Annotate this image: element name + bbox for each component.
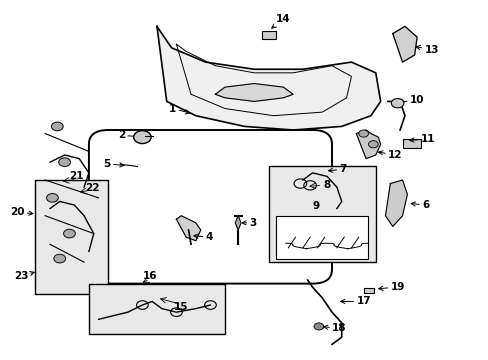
Text: 17: 17: [340, 296, 370, 306]
Circle shape: [63, 229, 75, 238]
Text: 6: 6: [410, 200, 428, 210]
Polygon shape: [215, 84, 292, 102]
Text: 4: 4: [194, 232, 213, 242]
Bar: [363, 288, 373, 293]
Text: 22: 22: [85, 183, 100, 193]
Bar: [89, 284, 224, 334]
Circle shape: [54, 254, 65, 263]
Text: 21: 21: [69, 171, 84, 181]
Circle shape: [390, 99, 403, 108]
Polygon shape: [235, 216, 241, 230]
Polygon shape: [176, 216, 201, 241]
Circle shape: [133, 131, 151, 144]
Polygon shape: [157, 26, 380, 130]
Polygon shape: [385, 180, 407, 226]
Polygon shape: [356, 130, 380, 158]
Text: 20: 20: [10, 207, 33, 217]
Text: 15: 15: [174, 302, 188, 312]
Text: 2: 2: [118, 130, 141, 140]
Text: 18: 18: [323, 323, 346, 333]
Circle shape: [59, 158, 70, 166]
Circle shape: [368, 141, 377, 148]
Bar: [268, 166, 375, 262]
Text: 3: 3: [242, 218, 256, 228]
Bar: [402, 139, 420, 148]
Text: 23: 23: [14, 271, 34, 282]
Text: 14: 14: [271, 14, 290, 28]
Text: 10: 10: [398, 95, 424, 105]
Text: 9: 9: [312, 201, 319, 211]
Circle shape: [46, 194, 58, 202]
Circle shape: [313, 323, 323, 330]
Bar: [35, 180, 108, 294]
Text: 16: 16: [142, 271, 157, 282]
Text: 7: 7: [328, 164, 346, 174]
Bar: [276, 216, 368, 258]
Text: 5: 5: [103, 159, 123, 169]
Circle shape: [51, 122, 63, 131]
Polygon shape: [392, 26, 416, 62]
Text: 11: 11: [409, 134, 434, 144]
Text: 12: 12: [378, 150, 402, 160]
Text: 8: 8: [323, 180, 330, 190]
Circle shape: [358, 130, 368, 137]
Text: 1: 1: [169, 104, 189, 114]
Bar: [261, 31, 276, 39]
Text: 19: 19: [378, 282, 404, 292]
Text: 13: 13: [415, 45, 438, 55]
